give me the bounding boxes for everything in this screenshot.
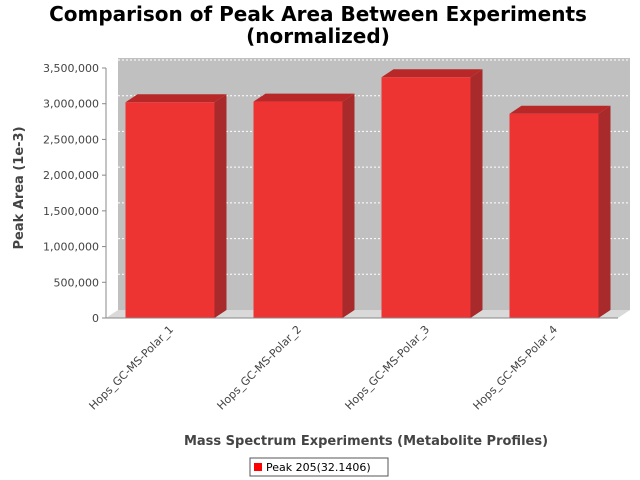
chart-title-line2: (normalized) [246,24,390,48]
legend: Peak 205(32.1406) [249,457,389,477]
plot-area [106,58,630,319]
bar-side [598,105,611,318]
bar-side [470,69,483,319]
x-axis: Hops_GC-MS-Polar_1 Hops_GC-MS-Polar_2 Hops… [87,317,618,413]
bars [125,69,611,319]
plot-floor [106,310,630,318]
bar-side [214,94,227,319]
bar-front [381,77,471,319]
bar-top [125,94,227,103]
bar-top [509,105,611,114]
x-tick-label: Hops_GC-MS-Polar_3 [343,323,433,413]
bar-side [342,93,355,318]
y-axis-label: Peak Area (1e-3) [12,126,27,249]
bar [253,93,355,318]
y-tick-label: 500,000 [54,276,100,289]
bar-top [381,69,483,78]
x-tick-label: Hops_GC-MS-Polar_4 [471,323,561,413]
y-tick-label: 1,000,000 [43,241,99,254]
chart-title-line1: Comparison of Peak Area Between Experime… [49,2,587,26]
y-tick-label: 1,500,000 [43,205,99,218]
y-tick-label: 2,500,000 [43,133,99,146]
legend-box [249,457,389,477]
bar [509,105,611,318]
bar-front [125,102,215,319]
y-ticks: 0 500,000 1,000,000 1,500,000 2,000,000 2,500… [43,62,106,325]
bar [125,94,227,319]
y-tick-label: 2,000,000 [43,169,99,182]
x-tick-label: Hops_GC-MS-Polar_1 [87,323,177,413]
bar-top [253,93,355,102]
bar-front [509,113,599,318]
y-tick-label: 3,000,000 [43,98,99,111]
x-tick-label: Hops_GC-MS-Polar_2 [215,323,305,413]
legend-label: Peak 205(32.1406) [266,461,371,474]
y-axis: 0 500,000 1,000,000 1,500,000 2,000,000 2,500… [43,62,107,325]
bar-front [253,101,343,318]
y-tick-label: 3,500,000 [43,62,99,75]
plot-back-wall [118,58,630,318]
x-ticks: Hops_GC-MS-Polar_1 Hops_GC-MS-Polar_2 Hops… [87,323,561,413]
y-tick-label: 0 [92,312,99,325]
bar [381,69,483,319]
legend-swatch [254,463,262,471]
x-axis-label: Mass Spectrum Experiments (Metabolite Pr… [184,434,548,449]
